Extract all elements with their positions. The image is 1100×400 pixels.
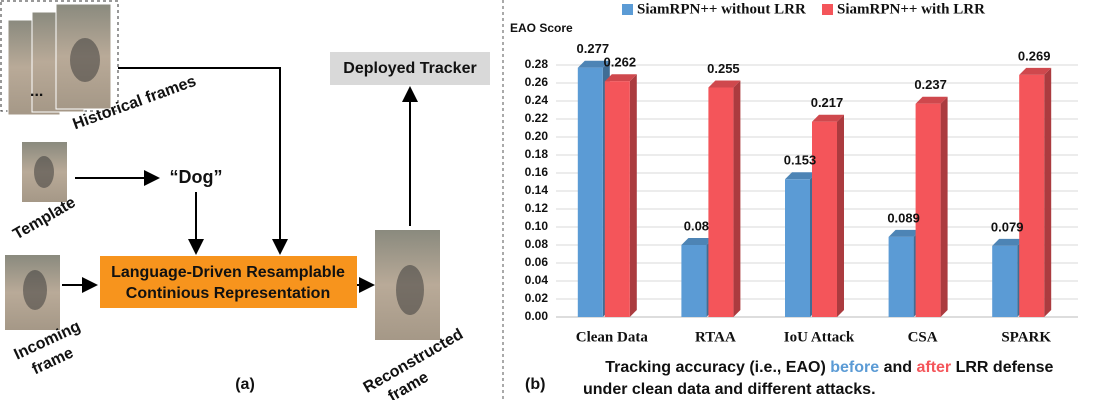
caption-text: Tracking accuracy (i.e., EAO) [605,359,830,376]
bar [577,67,603,317]
value-label: 0.269 [1018,48,1051,63]
bar-top [785,172,817,180]
caption-after: after [916,359,951,376]
value-label: 0.217 [811,95,844,110]
bar [812,121,837,317]
module-label: Continious Representation [126,285,330,302]
caption-text: LRR defense [951,359,1053,376]
bar-top [577,60,610,68]
chart: 0.00 0.02 0.04 0.06 0.08 0.10 0.12 0.14 0.16 0.18… [525,1,1078,345]
y-tick-label: 0.08 [525,237,549,251]
bar-top [604,74,637,82]
x-tick-label: CSA [908,329,938,345]
bar-top [915,96,948,104]
value-label: 0.255 [707,61,740,76]
module-box [100,256,357,308]
value-label: 0.262 [604,55,637,70]
dog-shape [34,156,54,188]
y-tick-label: 0.02 [525,291,549,305]
bar-side [940,96,948,317]
y-tick-label: 0.22 [525,111,549,125]
bar-top [812,114,844,122]
y-tick-label: 0.16 [525,165,549,179]
value-label: 0.089 [887,210,920,225]
y-axis-label: EAO Score [510,21,573,35]
legend-swatch [622,4,633,15]
x-tick-label: RTAA [695,329,736,345]
caption: under clean data and different attacks. [583,381,876,398]
bar [785,179,810,317]
bar [915,103,941,317]
value-label: 0.079 [991,219,1024,234]
y-tick-label: 0.20 [525,129,549,143]
arrow [118,67,288,255]
bar-side [1044,67,1052,318]
module-label: Language-Driven Resamplable [111,264,345,281]
bar [992,245,1018,317]
dog-shape [23,270,47,310]
value-label: 0.277 [577,41,610,56]
bar [888,236,914,317]
y-tick-label: 0.28 [525,57,549,71]
y-tick-label: 0.18 [525,147,549,161]
dog-shape [396,265,424,315]
bar-side [629,74,637,317]
diagram: ... Historical frames Template “Dog” Inc… [0,0,490,400]
y-tick-label: 0.10 [525,219,549,233]
frame-image [55,3,112,110]
legend-label: SiamRPN++ without LRR [637,1,806,17]
x-tick-label: Clean Data [576,329,649,345]
tracker-label: Deployed Tracker [343,60,476,77]
y-tick-label: 0.24 [525,93,549,107]
y-tick-label: 0.14 [525,183,549,197]
bar [681,245,707,317]
panel-label: (a) [235,376,255,393]
history-box [0,0,119,112]
caption-text: and [879,359,916,376]
bar-top [888,229,921,237]
value-label: 0.08 [684,218,709,233]
y-tick-label: 0.00 [525,309,549,323]
legend-swatch [822,4,833,15]
y-tick-label: 0.06 [525,255,549,269]
value-label: 0.153 [784,153,817,168]
bar-top [681,238,714,245]
dog-shape [70,38,100,82]
bar-top [708,80,741,88]
caption-before: before [830,359,879,376]
caption: Tracking accuracy (i.e., EAO) before and… [583,359,1067,376]
panel-label: (b) [525,376,545,393]
y-tick-label: 0.12 [525,201,549,215]
y-tick-label: 0.26 [525,75,549,89]
y-tick-label: 0.04 [525,273,549,287]
value-label: 0.237 [914,77,947,92]
bar [708,87,734,317]
bar-top [992,238,1025,246]
bar-side [837,114,844,317]
bar-side [733,80,741,317]
bar-top [1019,67,1052,75]
query: “Dog” [170,167,223,187]
x-tick-label: SPARK [1001,329,1051,345]
ellipsis: ... [30,83,43,100]
x-tick-label: IoU Attack [784,329,855,345]
tracker-box [330,52,490,85]
bar [1019,74,1045,318]
bar [604,81,630,317]
legend-label: SiamRPN++ with LRR [837,1,985,17]
